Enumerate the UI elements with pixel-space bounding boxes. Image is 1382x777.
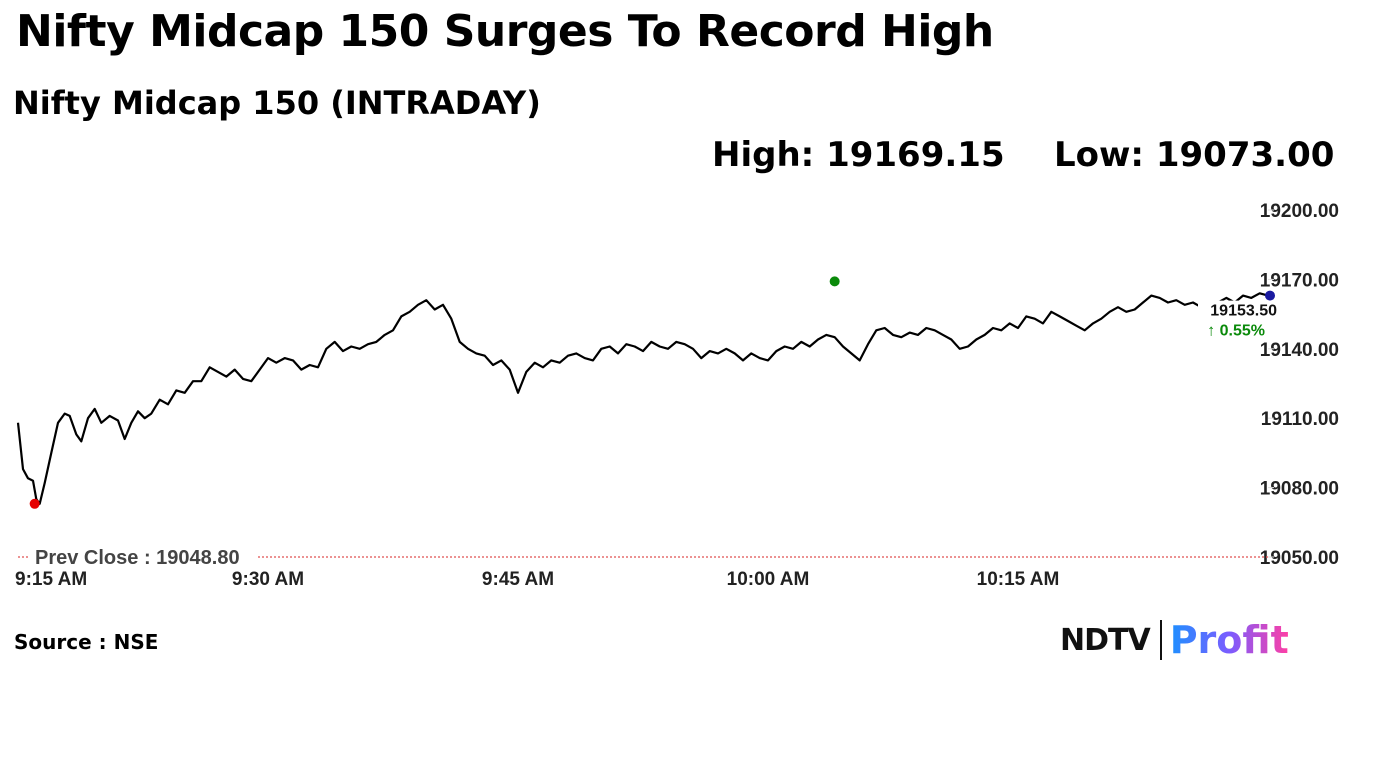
y-tick-label: 19140.00: [1260, 340, 1339, 361]
logo-profit-text: Profit: [1169, 618, 1289, 662]
last-marker: [1265, 290, 1275, 301]
x-tick-label: 10:15 AM: [977, 569, 1060, 590]
x-tick-label: 9:30 AM: [232, 569, 304, 590]
source-label: Source : NSE: [14, 630, 159, 654]
last-value-bg: [1198, 300, 1276, 339]
prev-close-label: Prev Close : 19048.80: [35, 547, 240, 569]
ndtv-profit-logo: NDTV Profit: [1060, 618, 1289, 662]
low-label: Low: 19073.00: [1054, 135, 1335, 175]
high-marker: [829, 276, 840, 287]
intraday-line-chart: 19200.00 19170.00 19140.00 19110.00 19080.00…: [15, 201, 1339, 590]
index-line: [16, 292, 1269, 505]
y-tick-label: 19050.00: [1260, 548, 1339, 569]
y-tick-label: 19170.00: [1260, 270, 1339, 291]
x-tick-label: 9:45 AM: [482, 569, 554, 590]
x-tick-label: 10:00 AM: [727, 569, 810, 590]
prev-close-label-bg: [30, 544, 258, 560]
headline: Nifty Midcap 150 Surges To Record High: [16, 6, 994, 57]
y-tick-label: 19200.00: [1260, 201, 1339, 222]
logo-ndtv-text: NDTV: [1060, 622, 1151, 658]
x-tick-label: 9:15 AM: [15, 569, 87, 590]
y-tick-label: 19080.00: [1260, 479, 1339, 500]
chart-title: Nifty Midcap 150 (INTRADAY): [13, 84, 541, 122]
last-value-label: 19153.50: [1210, 303, 1277, 320]
change-label: ↑ 0.55%: [1207, 323, 1265, 340]
y-tick-label: 19110.00: [1261, 409, 1339, 430]
logo-divider: [1159, 620, 1162, 660]
high-label: High: 19169.15: [712, 135, 1005, 175]
low-marker: [29, 498, 40, 509]
